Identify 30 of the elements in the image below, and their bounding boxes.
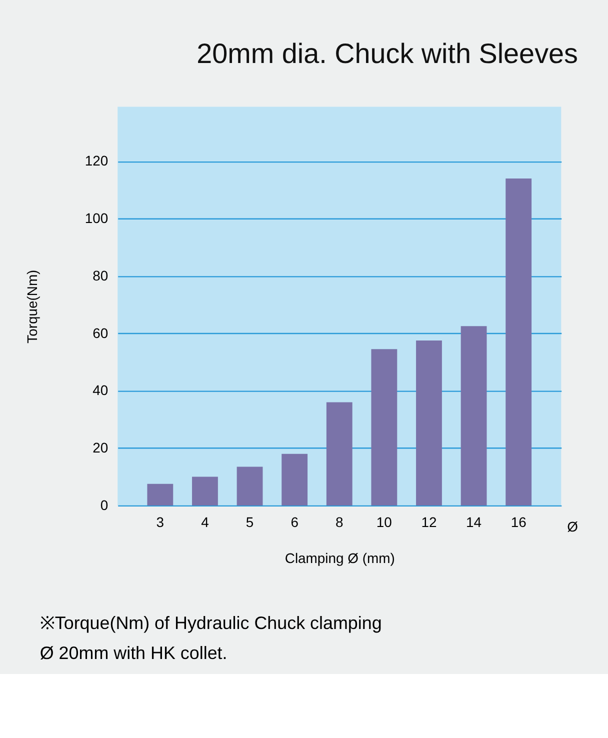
x-tick-label: 4 (201, 514, 210, 530)
x-tick-label: 8 (336, 514, 344, 530)
x-tick-label: 5 (246, 514, 254, 530)
x-tick-label: 6 (290, 514, 299, 530)
bar (326, 402, 352, 506)
bar (147, 484, 174, 506)
y-tick-label: 60 (92, 324, 108, 341)
x-axis-title: Clamping Ø (mm) (284, 550, 395, 566)
text: ※Torque(Nm) of Hydraulic Chuck clamping Ø 20mm with HK collet. (40, 613, 382, 663)
y-tick-label: 120 (84, 152, 108, 169)
bar (460, 326, 487, 506)
x-tick-label: 12 (421, 514, 437, 530)
bar (506, 178, 532, 506)
y-tick-label: 80 (92, 267, 108, 284)
x-tick-label: 3 (156, 514, 164, 530)
x-tick-label: 16 (510, 514, 527, 530)
y-axis-title: Torque(Nm) (24, 270, 40, 344)
x-tick-label: 14 (466, 514, 482, 530)
bar (371, 349, 398, 506)
y-tick-label: 0 (100, 496, 108, 513)
bar (416, 340, 442, 506)
y-tick-label: 40 (92, 382, 108, 398)
bar (192, 476, 218, 506)
bar (236, 466, 263, 506)
y-tick-label: 100 (84, 210, 108, 226)
text: Ø (567, 518, 578, 534)
y-tick-label: 20 (92, 440, 108, 456)
bar (282, 454, 308, 506)
x-tick-label: 10 (376, 514, 392, 530)
chart-title: 20mm dia. Chuck with Sleeves (196, 38, 578, 69)
